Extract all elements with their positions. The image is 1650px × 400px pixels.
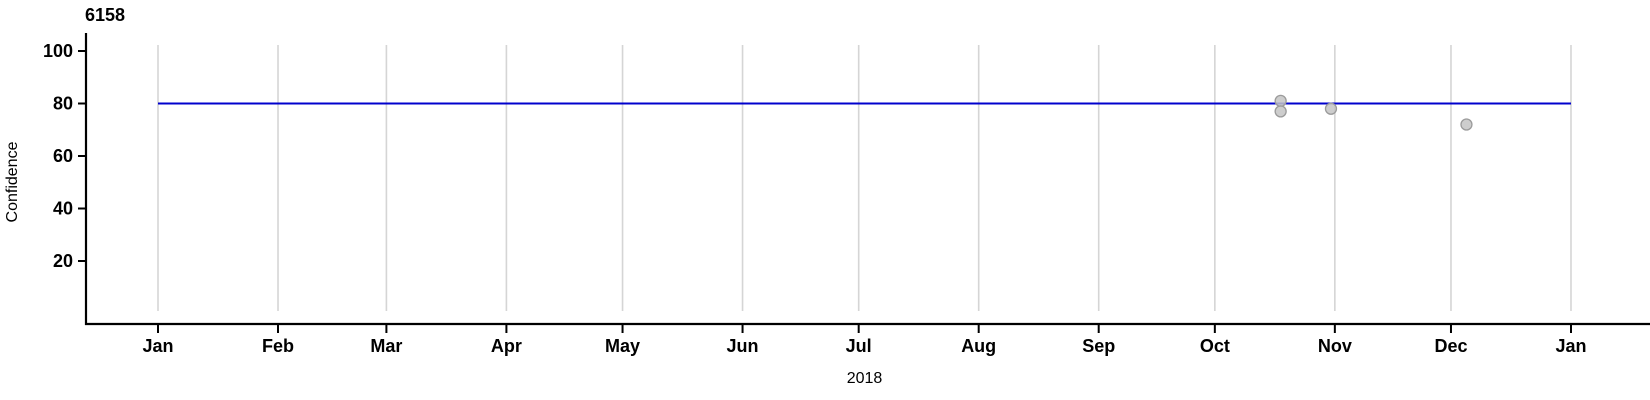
x-tick-label: Aug [961, 336, 996, 356]
x-tick-label: Oct [1200, 336, 1230, 356]
x-tick-label: Nov [1318, 336, 1352, 356]
x-tick-label: Jan [142, 336, 173, 356]
x-tick-label: Apr [491, 336, 522, 356]
data-point [1324, 102, 1338, 115]
data-point [1274, 94, 1287, 108]
x-tick-label: Feb [262, 336, 294, 356]
data-point [1274, 105, 1287, 118]
y-tick-label: 40 [53, 199, 73, 219]
y-tick-label: 60 [53, 146, 73, 166]
x-tick-label: May [605, 336, 640, 356]
panel-title: 6158 [85, 5, 125, 25]
x-tick-label: Jun [727, 336, 759, 356]
x-tick-label: Jan [1555, 336, 1586, 356]
x-tick-label: Dec [1434, 336, 1467, 356]
y-tick-label: 80 [53, 94, 73, 114]
x-tick-label: Jul [846, 336, 872, 356]
y-axis-title: Confidence [4, 141, 21, 222]
x-axis-title: 2018 [847, 370, 883, 387]
y-tick-label: 100 [43, 41, 73, 61]
data-point [1460, 118, 1473, 131]
x-tick-label: Sep [1082, 336, 1115, 356]
y-tick-label: 20 [53, 251, 73, 271]
x-tick-label: Mar [370, 336, 402, 356]
